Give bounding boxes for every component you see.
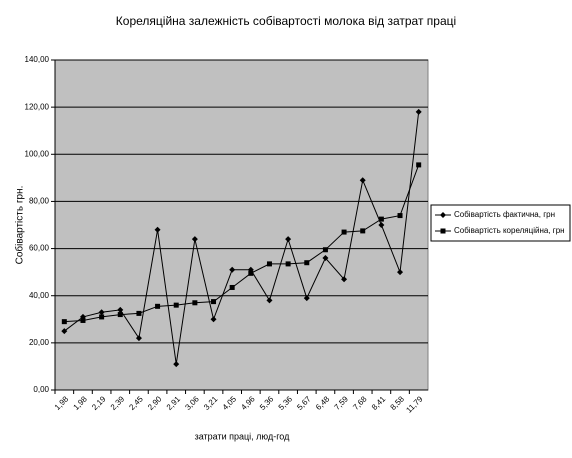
x-axis-title: затрати праці, люд-год [195,431,291,441]
x-tick-label: 8,41 [370,394,388,412]
x-tick-label: 7,59 [333,394,351,412]
x-tick-label: 1,98 [53,394,71,412]
x-tick-label: 8,58 [389,394,407,412]
x-tick-label: 5,36 [258,394,276,412]
marker [61,328,68,335]
y-tick-label: 0,00 [33,385,49,394]
y-tick-label: 20,00 [29,338,50,347]
marker [266,261,272,267]
marker [248,270,254,276]
x-tick-label: 2,90 [146,394,164,412]
x-tick-label: 11,79 [404,394,424,414]
y-tick-label: 120,00 [25,102,50,111]
marker [117,306,124,313]
marker [99,314,105,320]
marker [210,316,217,323]
marker [211,299,217,305]
marker [173,361,180,368]
x-tick-label: 4,05 [221,394,239,412]
marker [285,236,292,243]
marker [359,177,366,184]
marker [117,312,123,318]
marker [154,226,161,233]
x-tick-label: 2,19 [90,394,108,412]
x-tick-label: 2,39 [109,394,127,412]
x-tick-label: 4,96 [239,394,257,412]
y-axis-title: Собівартість грн. [14,186,26,265]
marker [415,108,422,115]
marker [322,255,329,261]
marker [341,229,347,235]
marker [378,216,384,222]
marker [191,236,198,243]
marker [229,266,236,273]
marker [61,319,67,325]
y-tick-label: 140,00 [25,55,50,64]
chart-title: Кореляційна залежність собівартості моло… [116,14,456,28]
marker [229,284,235,290]
x-tick-label: 7,68 [351,394,369,412]
marker [136,310,142,316]
y-tick-label: 100,00 [25,149,50,158]
marker [397,269,404,276]
marker [303,295,310,302]
marker [322,247,328,253]
x-tick-label: 5,36 [277,394,295,412]
marker [155,303,161,309]
marker [378,222,385,228]
marker [416,162,422,168]
marker [173,302,179,308]
legend-label: Собівартість фактична, грн [454,210,555,219]
marker [440,228,446,234]
marker [304,260,310,266]
series-line [64,164,420,323]
y-tick-label: 80,00 [29,197,50,206]
marker [360,228,366,234]
marker [80,317,86,323]
x-tick-label: 2,91 [165,394,183,412]
x-tick-label: 1,98 [72,394,90,412]
marker [192,300,198,306]
marker [98,309,105,316]
x-tick-label: 3,21 [202,394,220,412]
legend-box [430,204,571,242]
x-tick-label: 2,45 [127,394,145,412]
y-tick-label: 40,00 [29,291,50,300]
marker [266,297,273,304]
marker [285,261,291,267]
marker [341,276,348,283]
x-tick-label: 3,06 [183,394,201,412]
x-tick-label: 6,48 [314,394,332,412]
y-tick-label: 60,00 [29,244,50,253]
legend-label: Собівартість кореляційна, грн [454,226,565,235]
marker [397,213,403,219]
plot-area [54,59,429,391]
marker [440,212,446,218]
marker [135,335,142,342]
x-tick-label: 5,67 [295,394,313,412]
